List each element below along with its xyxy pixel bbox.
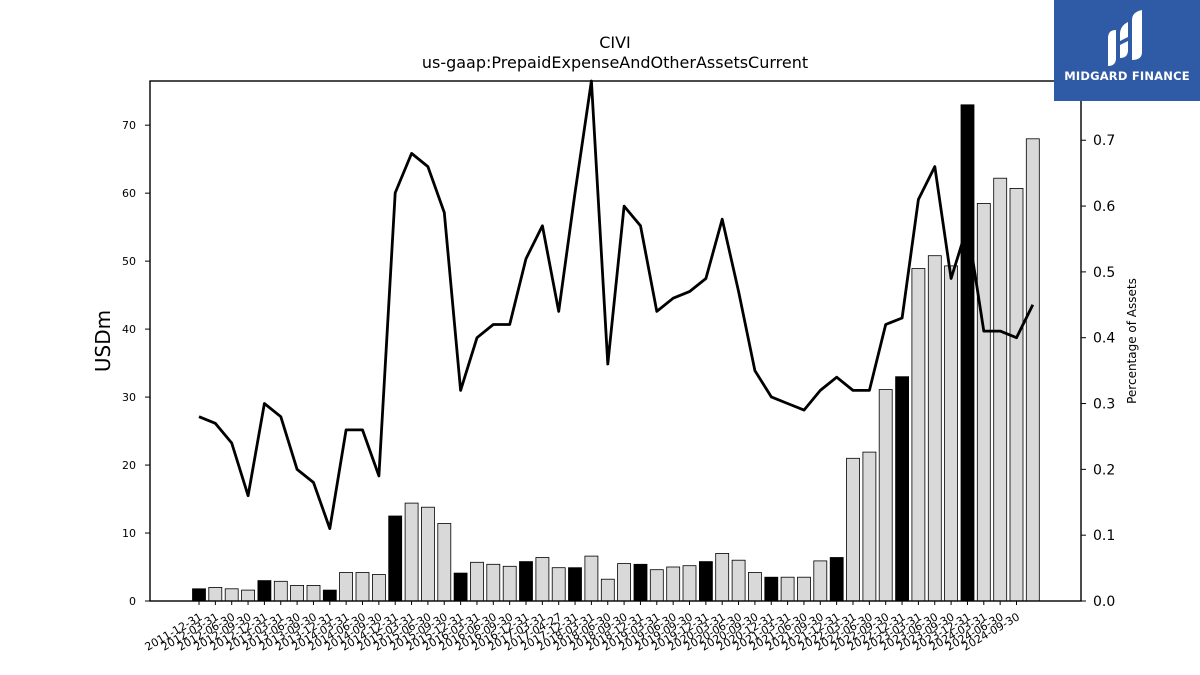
bar [192, 588, 206, 602]
y-tick-label: 50 [122, 255, 136, 268]
bar [208, 587, 223, 602]
bar [633, 563, 648, 602]
bar [649, 569, 664, 602]
bar [322, 589, 337, 602]
y2-tick-label: 0.6 [1093, 199, 1115, 215]
bar [486, 563, 501, 602]
bar [666, 566, 681, 602]
bar [257, 580, 272, 602]
bar [519, 561, 533, 602]
bar [862, 451, 877, 602]
bar [682, 565, 697, 602]
bar [895, 376, 909, 602]
bar [535, 557, 550, 602]
line-series [198, 79, 1035, 530]
y2-tick-label: 0.4 [1093, 331, 1115, 347]
bar [371, 574, 386, 602]
bar [813, 560, 828, 602]
bar [748, 572, 762, 602]
bar [241, 589, 256, 602]
bar [568, 567, 582, 602]
bar [846, 457, 860, 602]
bar [878, 389, 893, 602]
bar [355, 572, 370, 602]
bar [273, 580, 288, 602]
chart-subtitle: us-gaap:PrepaidExpenseAndOtherAssetsCurr… [422, 53, 808, 72]
y-tick-label: 20 [122, 459, 136, 472]
y2-axis-label: Percentage of Assets [1125, 278, 1139, 404]
y-tick-label: 70 [122, 119, 136, 132]
bar [584, 555, 599, 602]
brand-logo: MIDGARD FINANCE [1054, 0, 1200, 101]
chart-title: CIVI [599, 33, 631, 52]
y-tick-label: 10 [122, 527, 136, 540]
bar [911, 268, 926, 602]
y2-tick-label: 0.0 [1093, 594, 1115, 610]
bar [339, 572, 354, 602]
bar [600, 578, 615, 602]
bar [224, 588, 239, 602]
y2-tick-label: 0.2 [1093, 462, 1115, 478]
logo-mark-icon [1108, 10, 1142, 66]
y2-tick-label: 0.7 [1093, 133, 1115, 149]
bar [617, 563, 631, 602]
bar [797, 576, 811, 602]
y2-tick-label: 0.1 [1093, 528, 1115, 544]
bar [502, 565, 517, 602]
bar [699, 561, 713, 602]
logo-text: MIDGARD FINANCE [1064, 69, 1190, 83]
bar [453, 572, 468, 602]
y2-tick-label: 0.3 [1093, 397, 1115, 413]
bar [388, 515, 403, 602]
y2-tick-label: 0.5 [1093, 265, 1115, 281]
y-tick-label: 30 [122, 391, 136, 404]
y-axis-label: USDm [91, 310, 115, 372]
bar [290, 585, 305, 602]
bar [1025, 138, 1040, 602]
line-path [198, 79, 1035, 530]
bar [927, 255, 942, 602]
bar [1009, 187, 1024, 602]
bar [437, 523, 452, 602]
y-tick-label: 60 [122, 187, 136, 200]
bar [420, 506, 435, 602]
bar-series [192, 104, 1040, 602]
y-tick-label: 40 [122, 323, 136, 336]
y-tick-label: 0 [129, 595, 136, 608]
bar [780, 576, 795, 602]
y-axis-left: 0 10 20 30 40 50 60 70 [122, 119, 150, 608]
plot-frame [149, 80, 1082, 602]
bar [829, 557, 844, 602]
bar [404, 502, 419, 602]
bar [551, 567, 566, 602]
y-axis-right: 0.0 0.1 0.2 0.3 0.4 0.5 0.6 0.7 [1081, 133, 1115, 610]
bar [993, 177, 1008, 602]
bar [715, 553, 730, 602]
bar [944, 265, 958, 602]
bar [306, 585, 321, 602]
x-axis: 2011-12-312012-03-312012-06-302012-09-30… [143, 601, 1022, 654]
bar [960, 104, 975, 602]
bar [976, 202, 991, 602]
bar [764, 576, 779, 602]
bar [731, 559, 746, 602]
bar [470, 561, 484, 602]
